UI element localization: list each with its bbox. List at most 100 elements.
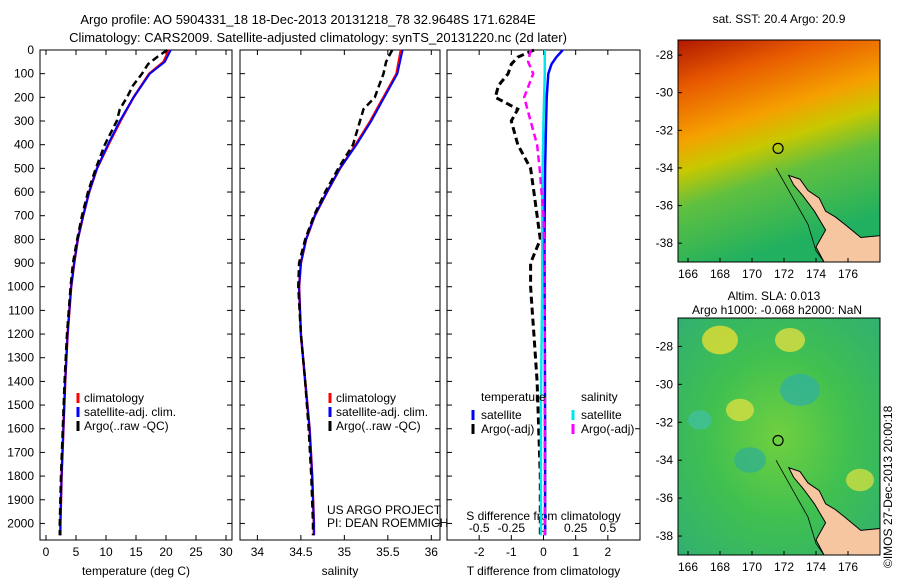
lat-tick-label: -28 (656, 48, 674, 62)
x2-tick-label: 0.25 (564, 521, 588, 535)
salinity-panel: 34 34.5 35 35.5 36 salinity climatologysatelli… (239, 49, 448, 578)
legend-entry: Argo(..raw -QC) (84, 419, 169, 433)
lon-tick-label: 170 (742, 267, 762, 281)
legend-entry: Argo(-adj) (481, 422, 534, 436)
x-tick-label: 5 (73, 545, 80, 559)
map-frame (677, 317, 881, 556)
y-tick-label: 0 (27, 43, 34, 57)
series-t-argo-adj- (493, 48, 542, 536)
legend-entry: Argo(..raw -QC) (336, 419, 421, 433)
legend-entry: satellite-adj. clim. (336, 405, 428, 419)
map-field-image (678, 318, 880, 555)
lon-tick-label: 174 (806, 560, 826, 574)
lat-tick-label: -32 (656, 123, 674, 137)
series-t-satellite (543, 49, 564, 536)
sla-anomaly-blob (780, 374, 820, 406)
lon-tick-label: 168 (710, 560, 730, 574)
sla-anomaly-blob (775, 328, 805, 352)
lat-tick-label: -36 (656, 491, 674, 505)
lat-tick-label: -34 (656, 453, 674, 467)
y-tick-label: 500 (14, 161, 34, 175)
y-tick-label: 1700 (7, 445, 34, 459)
x-tick-label: 0 (43, 545, 50, 559)
sla-anomaly-blob (702, 325, 738, 355)
x-tick-label: -1 (506, 545, 517, 559)
lon-tick-label: 166 (678, 267, 698, 281)
y-tick-label: 900 (14, 256, 34, 270)
y-tick-label: 1800 (7, 469, 34, 483)
x-axis-label: salinity (322, 564, 359, 578)
bathymetry-contour (775, 460, 825, 556)
series-argo-raw-qc- (58, 48, 168, 536)
y-tick-label: 1400 (7, 374, 34, 388)
lat-tick-label: -30 (656, 86, 674, 100)
y-tick-label: 1200 (7, 327, 34, 341)
x-axis-label: T difference from climatology (467, 564, 621, 578)
sla-anomaly-blob (846, 468, 874, 492)
legend-title: salinity (581, 390, 618, 404)
x2-tick-label: 0.5 (599, 521, 616, 535)
y-tick-label: 600 (14, 185, 34, 199)
series-climatology (297, 49, 403, 536)
y-tick-label: 200 (14, 90, 34, 104)
lat-tick-label: -36 (656, 199, 674, 213)
x2-tick-label: -0.5 (469, 521, 490, 535)
lat-tick-label: -28 (656, 339, 674, 353)
y-tick-label: 2000 (7, 516, 34, 530)
lat-tick-label: -38 (656, 529, 674, 543)
x-tick-label: 35 (338, 545, 352, 559)
title-line-1: Argo profile: AO 5904331_18 18-Dec-2013 … (80, 12, 536, 27)
y-tick-label: 1900 (7, 493, 34, 507)
x-tick-label: 35.5 (376, 545, 400, 559)
sla-anomaly-blob (688, 410, 712, 430)
x2-tick-label: -0.25 (498, 521, 526, 535)
lat-tick-label: -34 (656, 161, 674, 175)
legend-entry: Argo(-adj) (581, 422, 634, 436)
legend-entry: climatology (84, 391, 144, 405)
salinity-axes-box (239, 49, 441, 541)
x-tick-label: 1 (572, 545, 579, 559)
lat-tick-label: -38 (656, 236, 674, 250)
sla-map-title: Altim. SLA: 0.013 (728, 289, 821, 303)
lon-tick-label: 174 (806, 267, 826, 281)
x-tick-label: 34.5 (289, 545, 313, 559)
title-line-2: Climatology: CARS2009. Satellite-adjuste… (69, 30, 567, 45)
sla-anomaly-blob (726, 398, 754, 422)
maps: 166 168 170 172 174 176 -28 -30 -32 -34 -36 -38 sat.… (656, 12, 881, 574)
y-tick-label: 300 (14, 114, 34, 128)
argo-float-marker (772, 142, 784, 154)
legend-entry: satellite (581, 408, 622, 422)
x-axis-label: temperature (deg C) (82, 564, 190, 578)
series-satellite-adj-clim- (298, 49, 404, 536)
y-tick-label: 1500 (7, 398, 34, 412)
sst-map-title: sat. SST: 20.4 Argo: 20.9 (713, 12, 846, 26)
legend-entry: satellite-adj. clim. (84, 405, 176, 419)
legend-title: temperature (481, 390, 546, 404)
sla-map: 166 168 170 172 174 176 -28 -30 -32 -34 -36 -38 Alti… (656, 289, 881, 574)
x2-axis-label: S difference from climatology (466, 509, 621, 523)
map-frame (677, 39, 881, 263)
lon-tick-label: 176 (838, 560, 858, 574)
series-s-argo-adj- (522, 49, 547, 536)
x-tick-label: 10 (99, 545, 113, 559)
lat-tick-label: -30 (656, 377, 674, 391)
project-annotation: PI: DEAN ROEMMICH (327, 516, 448, 530)
lon-tick-label: 166 (678, 560, 698, 574)
x-tick-label: 0 (540, 545, 547, 559)
y-tick-label: 100 (14, 67, 34, 81)
legend-entry: climatology (336, 391, 396, 405)
credit-text: ©IMOS 27-Dec-2013 20:00:18 (881, 405, 895, 568)
x-tick-label: 34 (251, 545, 265, 559)
y-tick-label: 700 (14, 209, 34, 223)
y-tick-label: 1100 (8, 303, 34, 317)
sla-anomaly-blob (734, 447, 766, 473)
x-tick-label: 36 (425, 545, 439, 559)
y-tick-label: 800 (14, 232, 34, 246)
lat-tick-label: -32 (656, 415, 674, 429)
y-tick-label: 400 (14, 138, 34, 152)
temperature-panel: 0 5 10 15 20 25 30 temperature (deg C) 0 100 200 30… (7, 43, 233, 578)
y-tick-label: 1300 (7, 351, 34, 365)
lon-tick-label: 172 (774, 267, 794, 281)
lon-tick-label: 172 (774, 560, 794, 574)
